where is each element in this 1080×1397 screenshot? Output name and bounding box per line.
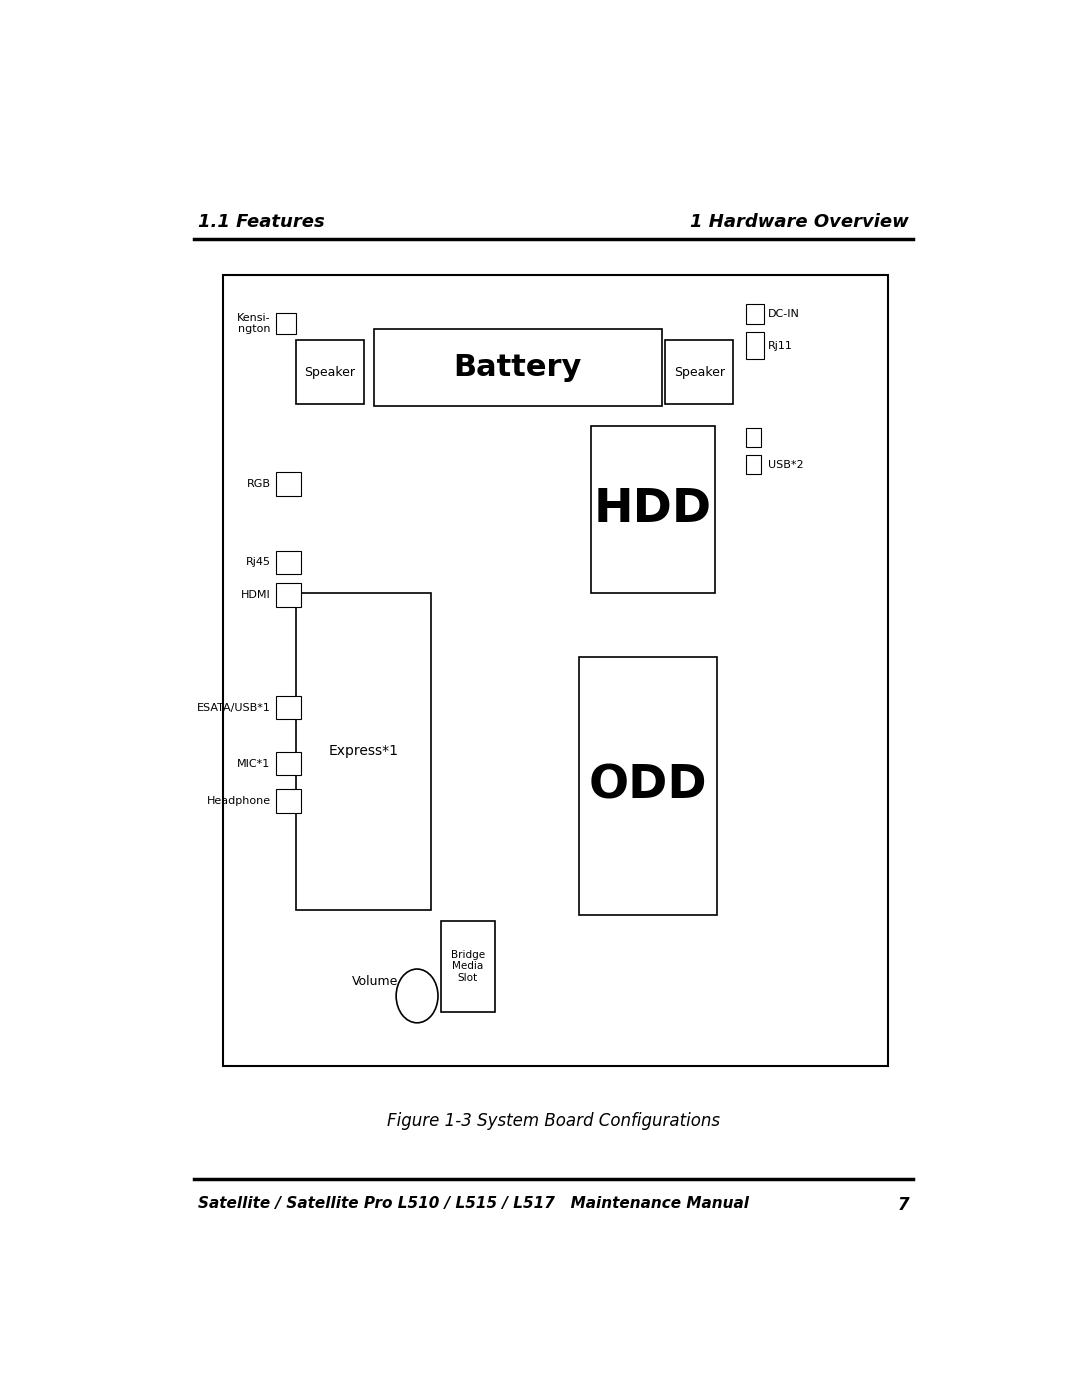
Text: HDD: HDD [594, 486, 712, 532]
Text: Satellite / Satellite Pro L510 / L515 / L517   Maintenance Manual: Satellite / Satellite Pro L510 / L515 / … [198, 1196, 748, 1211]
Circle shape [396, 970, 438, 1023]
Text: DC-IN: DC-IN [768, 309, 799, 319]
Text: Speaker: Speaker [674, 366, 725, 379]
Bar [296, 339, 364, 404]
Text: Volume: Volume [352, 975, 399, 989]
Bar [275, 789, 300, 813]
Bar [296, 592, 431, 909]
Bar [275, 550, 300, 574]
Text: ODD: ODD [589, 764, 707, 809]
Text: 1.1 Features: 1.1 Features [198, 212, 324, 231]
Bar [275, 752, 300, 775]
Text: Headphone: Headphone [206, 796, 271, 806]
Text: ESATA/USB*1: ESATA/USB*1 [197, 703, 271, 712]
Text: Rj11: Rj11 [768, 341, 793, 351]
Text: 7: 7 [897, 1196, 909, 1214]
Text: Speaker: Speaker [305, 366, 355, 379]
Text: 1 Hardware Overview: 1 Hardware Overview [690, 212, 909, 231]
Bar [579, 657, 717, 915]
Text: HDMI: HDMI [241, 590, 271, 599]
Bar [275, 696, 300, 719]
Text: USB*2: USB*2 [768, 460, 804, 469]
Bar [665, 339, 733, 404]
Bar [746, 305, 765, 324]
Bar [275, 313, 296, 334]
Text: Rj45: Rj45 [245, 557, 271, 567]
Bar [222, 275, 889, 1066]
Text: Express*1: Express*1 [328, 745, 399, 759]
Bar [746, 427, 761, 447]
Bar [275, 583, 300, 606]
Bar [746, 455, 761, 474]
Text: Kensi-
ngton: Kensi- ngton [237, 313, 271, 334]
Bar [275, 472, 300, 496]
Text: Battery: Battery [454, 353, 582, 383]
Text: Bridge
Media
Slot: Bridge Media Slot [450, 950, 485, 983]
Bar [746, 332, 765, 359]
Bar [591, 426, 715, 592]
Bar [441, 921, 495, 1011]
Text: MIC*1: MIC*1 [238, 759, 271, 768]
Bar [374, 330, 662, 407]
Text: RGB: RGB [246, 479, 271, 489]
Text: Figure 1-3 System Board Configurations: Figure 1-3 System Board Configurations [387, 1112, 720, 1130]
